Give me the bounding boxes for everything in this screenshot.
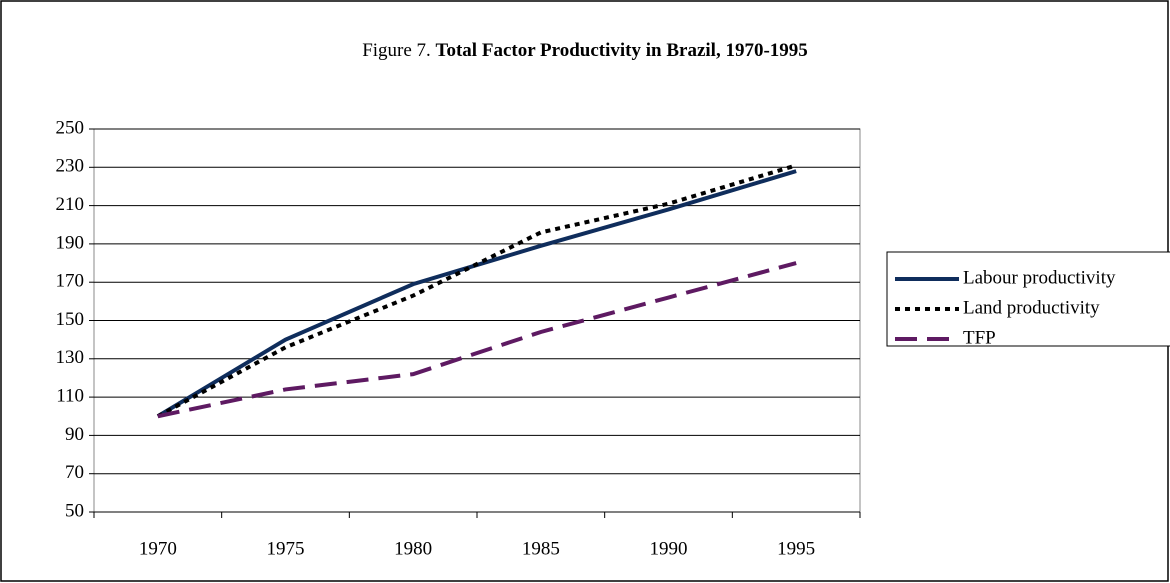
y-tick-label: 110 [56, 385, 84, 406]
y-tick-label: 70 [65, 462, 84, 483]
legend-box [886, 251, 1170, 347]
series-line [156, 163, 797, 419]
y-tick-label: 150 [56, 309, 85, 330]
chart-title: Figure 7. Total Factor Productivity in B… [362, 40, 808, 61]
title-text: Total Factor Productivity in Brazil, 197… [436, 40, 808, 61]
y-tick-label: 250 [56, 117, 85, 138]
legend-label: Labour productivity [963, 267, 1116, 288]
y-tick-label: 190 [56, 232, 85, 253]
series-line [157, 261, 797, 419]
x-tick-label: 1990 [650, 538, 688, 559]
y-tick-label: 170 [56, 271, 85, 292]
x-tick-label: 1995 [777, 538, 815, 559]
figure-label: Figure 7. [362, 40, 431, 61]
x-tick-label: 1980 [394, 538, 432, 559]
legend-label: Land productivity [963, 297, 1100, 318]
x-tick-label: 1985 [522, 538, 560, 559]
y-tick-label: 230 [56, 156, 85, 177]
y-tick-label: 50 [65, 500, 84, 521]
x-tick-label: 1970 [139, 538, 177, 559]
y-tick-label: 130 [56, 347, 85, 368]
y-tick-label: 210 [56, 194, 85, 215]
y-tick-label: 90 [65, 424, 84, 445]
legend-label: TFP [963, 327, 996, 348]
x-tick-label: 1975 [267, 538, 305, 559]
